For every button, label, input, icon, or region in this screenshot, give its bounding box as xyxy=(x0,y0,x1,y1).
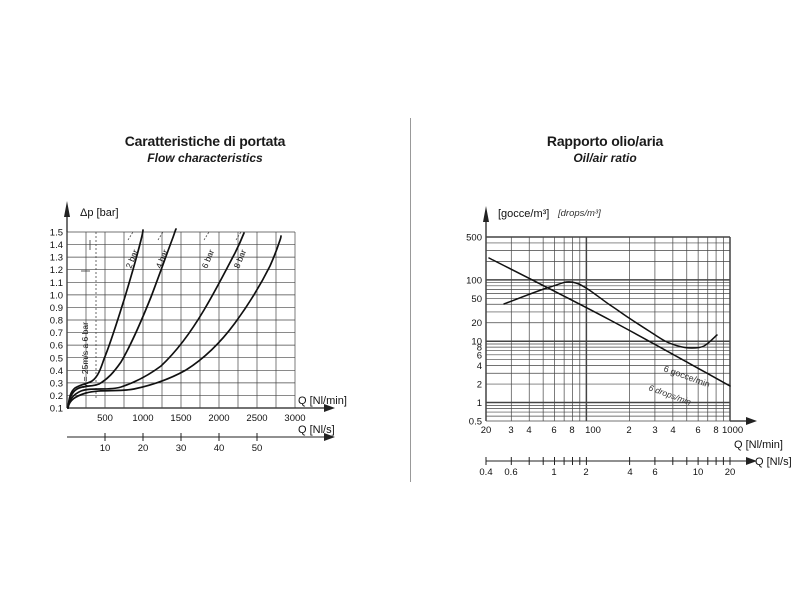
svg-text:100: 100 xyxy=(466,275,482,286)
svg-text:2: 2 xyxy=(626,425,631,436)
svg-text:6 drops/min: 6 drops/min xyxy=(647,382,692,407)
svg-text:20: 20 xyxy=(471,318,482,329)
svg-text:6: 6 xyxy=(695,425,700,436)
svg-text:[gocce/m³]: [gocce/m³] xyxy=(498,208,549,220)
svg-text:4: 4 xyxy=(627,467,632,478)
svg-text:500: 500 xyxy=(466,233,482,244)
svg-text:3: 3 xyxy=(508,425,513,436)
svg-text:Q [Nl/s]: Q [Nl/s] xyxy=(755,456,792,468)
svg-text:100: 100 xyxy=(585,425,601,436)
svg-text:4: 4 xyxy=(670,425,675,436)
svg-text:1000: 1000 xyxy=(722,425,743,436)
svg-text:6: 6 xyxy=(652,467,657,478)
svg-text:1: 1 xyxy=(551,467,556,478)
svg-text:2: 2 xyxy=(477,380,482,391)
svg-text:4: 4 xyxy=(477,361,482,372)
svg-text:1: 1 xyxy=(477,398,482,409)
svg-text:0.6: 0.6 xyxy=(504,467,517,478)
svg-text:50: 50 xyxy=(471,294,482,305)
svg-text:6: 6 xyxy=(477,350,482,361)
svg-text:20: 20 xyxy=(725,467,736,478)
svg-text:20: 20 xyxy=(481,425,492,436)
svg-text:3: 3 xyxy=(652,425,657,436)
svg-text:0.4: 0.4 xyxy=(479,467,492,478)
svg-text:6: 6 xyxy=(551,425,556,436)
svg-text:Q [Nl/min]: Q [Nl/min] xyxy=(734,439,783,451)
svg-text:2: 2 xyxy=(583,467,588,478)
svg-text:8: 8 xyxy=(713,425,718,436)
svg-text:8: 8 xyxy=(569,425,574,436)
svg-text:[drops/m³]: [drops/m³] xyxy=(557,208,601,219)
svg-text:4: 4 xyxy=(526,425,531,436)
svg-text:10: 10 xyxy=(693,467,704,478)
